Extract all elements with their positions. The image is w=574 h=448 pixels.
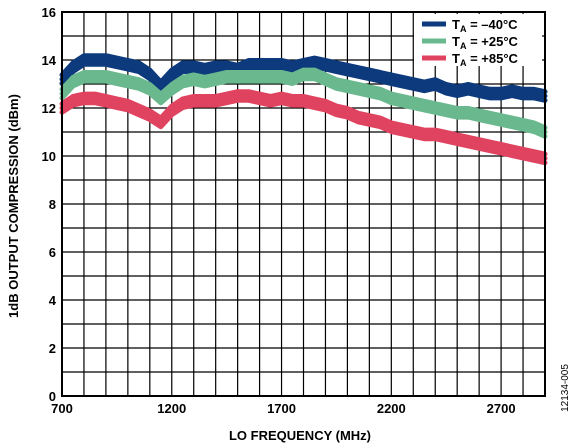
legend-entry: TA = +85°C xyxy=(452,51,519,68)
y-tick-label: 0 xyxy=(49,389,56,404)
y-tick-labels: 0 2 4 6 8 10 12 14 16 xyxy=(42,5,57,404)
x-tick-label: 2200 xyxy=(377,401,406,416)
legend-entry-symbol: T xyxy=(452,51,460,66)
legend-entry-value: = –40°C xyxy=(466,17,518,32)
series-line xyxy=(59,53,548,95)
legend-entry-subscript: A xyxy=(460,58,467,68)
y-tick-label: 6 xyxy=(49,245,56,260)
y-tick-label: 14 xyxy=(42,53,57,68)
x-tick-label: 700 xyxy=(51,401,73,416)
legend: TA = –40°CTA = +25°CTA = +85°C xyxy=(414,14,542,68)
plot-frame xyxy=(61,11,546,397)
legend-entry-symbol: T xyxy=(452,34,460,49)
series-1 xyxy=(59,67,548,139)
series-line xyxy=(59,67,548,131)
series-line xyxy=(59,57,548,99)
series-line xyxy=(59,76,548,139)
legend-entry-subscript: A xyxy=(460,41,467,51)
legend-entry-value: = +85°C xyxy=(466,51,518,66)
legend-entry-symbol: T xyxy=(452,17,460,32)
series-line xyxy=(59,97,548,166)
x-tick-labels: 700 1200 1700 2200 2700 xyxy=(51,401,515,416)
y-axis-title: 1dB OUTPUT COMPRESSION (dBm) xyxy=(6,94,21,318)
series-layer xyxy=(59,53,548,166)
y-tick-label: 12 xyxy=(42,101,56,116)
series-line xyxy=(59,89,548,157)
x-tick-label: 1700 xyxy=(267,401,296,416)
legend-entry-value: = +25°C xyxy=(466,34,518,49)
y-tick-label: 4 xyxy=(49,293,57,308)
y-tick-label: 2 xyxy=(49,341,56,356)
y-tick-label: 8 xyxy=(49,197,56,212)
y-tick-label: 16 xyxy=(42,5,56,20)
series-line xyxy=(59,71,548,135)
figure-id: 12134-005 xyxy=(560,364,571,412)
series-line xyxy=(59,93,548,161)
x-axis-title: LO FREQUENCY (MHz) xyxy=(229,428,371,443)
x-tick-label: 1200 xyxy=(157,401,186,416)
x-tick-label: 2700 xyxy=(487,401,516,416)
legend-entry: TA = +25°C xyxy=(452,34,519,51)
series-2 xyxy=(59,89,548,166)
legend-entry-subscript: A xyxy=(460,24,467,34)
legend-entry: TA = –40°C xyxy=(452,17,518,34)
y-tick-label: 10 xyxy=(42,149,56,164)
